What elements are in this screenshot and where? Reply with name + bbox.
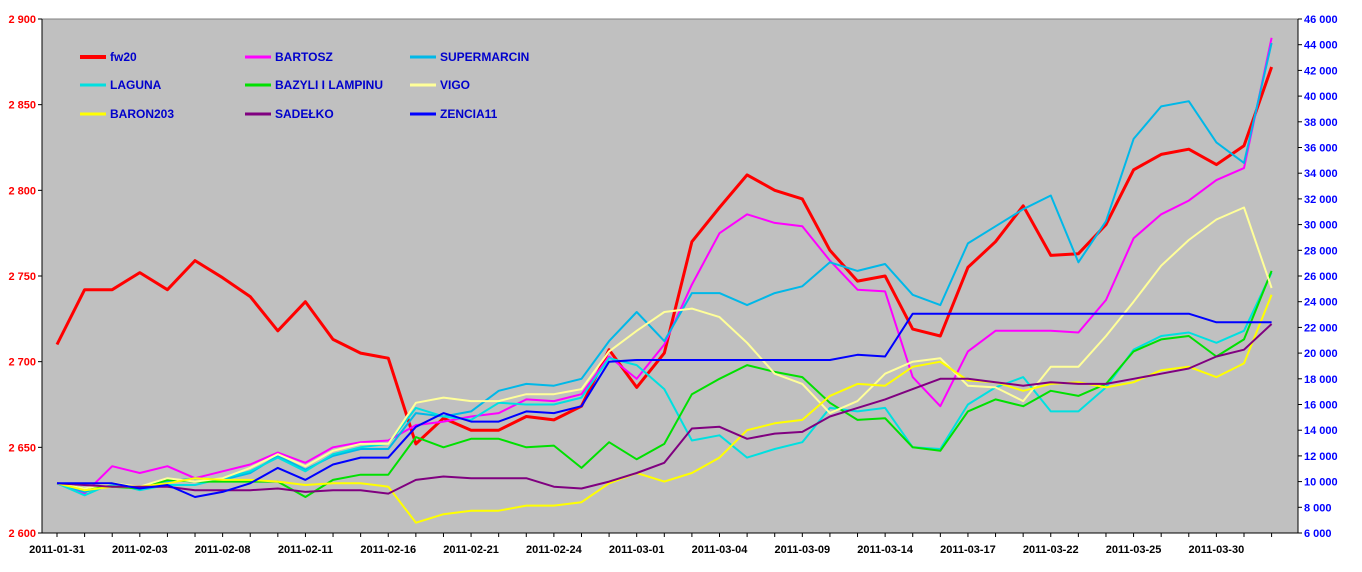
- y-right-tick-label: 46 000: [1304, 14, 1338, 26]
- legend-label: LAGUNA: [110, 78, 162, 92]
- series-line-sade-ko: [56, 323, 1273, 495]
- y-right-tick-label: 20 000: [1304, 348, 1338, 360]
- legend-label: VIGO: [440, 78, 470, 92]
- y-right-tick-label: 28 000: [1304, 245, 1338, 257]
- y-right-tick-label: 24 000: [1304, 297, 1338, 309]
- y-right-tick-label: 22 000: [1304, 322, 1338, 334]
- legend: fw20 BARTOSZ SUPERMARCIN LAGUNA BAZYLI I LAM…: [80, 50, 529, 121]
- y-right-tick-label: 40 000: [1304, 91, 1338, 103]
- y-left-tick-label: 2 850: [8, 100, 36, 112]
- legend-label: SUPERMARCIN: [440, 50, 529, 64]
- x-tick-label: 2011-03-30: [1189, 544, 1245, 556]
- legend-label: SADEŁKO: [275, 107, 334, 121]
- x-tick-label: 2011-03-14: [857, 544, 914, 556]
- x-tick-label: 2011-03-09: [774, 544, 830, 556]
- legend-label: BAZYLI I LAMPINU: [275, 78, 383, 92]
- y-right-tick-label: 36 000: [1304, 143, 1338, 155]
- y-right-tick-label: 30 000: [1304, 220, 1338, 232]
- x-tick-label: 2011-02-24: [526, 544, 583, 556]
- y-right-tick-label: 44 000: [1304, 40, 1338, 52]
- series-line-laguna: [56, 272, 1273, 497]
- series-line-fw20: [55, 66, 1274, 446]
- x-tick-label: 2011-02-21: [443, 544, 499, 556]
- y-left-tick-label: 2 900: [8, 14, 36, 26]
- x-tick-label: 2011-02-16: [360, 544, 416, 556]
- y-right-tick-label: 6 000: [1304, 528, 1332, 540]
- y-right-tick-label: 42 000: [1304, 65, 1338, 77]
- y-right-tick-label: 34 000: [1304, 168, 1338, 180]
- x-tick-label: 2011-03-22: [1023, 544, 1079, 556]
- x-tick-label: 2011-03-04: [692, 544, 749, 556]
- y-right-tick-label: 8 000: [1304, 502, 1332, 514]
- y-right-tick-label: 26 000: [1304, 271, 1338, 283]
- x-tick-label: 2011-01-31: [29, 544, 85, 556]
- series-line-zencia11: [57, 312, 1272, 498]
- y-right-tick-label: 38 000: [1304, 117, 1338, 129]
- series-line-vigo: [56, 206, 1273, 490]
- y-right-tick-label: 16 000: [1304, 400, 1338, 412]
- x-tick-label: 2011-02-08: [195, 544, 251, 556]
- series-layer: [55, 37, 1274, 524]
- legend-label: fw20: [110, 50, 137, 64]
- x-tick-label: 2011-02-11: [278, 544, 333, 556]
- series-line-bazyli-i-lampinu: [56, 270, 1273, 498]
- x-tick-label: 2011-03-17: [940, 544, 996, 556]
- legend-label: BARON203: [110, 107, 174, 121]
- y-right-tick-label: 32 000: [1304, 194, 1338, 206]
- plot-area: [41, 18, 1299, 534]
- series-line-bartosz: [56, 37, 1273, 495]
- y-left-tick-label: 2 750: [8, 271, 36, 283]
- y-left-tick-label: 2 700: [8, 357, 36, 369]
- y-right-tick-label: 18 000: [1304, 374, 1338, 386]
- y-right-tick-label: 10 000: [1304, 477, 1338, 489]
- x-tick-label: 2011-03-01: [609, 544, 665, 556]
- axes-layer: 2 600 2 650 2 700 2 750 2 800 2 850 2 900 6 000…: [8, 14, 1337, 556]
- legend-label: BARTOSZ: [275, 50, 333, 64]
- x-tick-label: 2011-03-25: [1106, 544, 1162, 556]
- y-right-tick-label: 14 000: [1304, 425, 1338, 437]
- y-right-tick-label: 12 000: [1304, 451, 1338, 463]
- legend-label: ZENCIA11: [440, 107, 498, 121]
- y-left-tick-label: 2 800: [8, 185, 36, 197]
- x-tick-label: 2011-02-03: [112, 544, 168, 556]
- y-left-tick-label: 2 650: [8, 442, 36, 454]
- y-left-tick-label: 2 600: [8, 528, 36, 540]
